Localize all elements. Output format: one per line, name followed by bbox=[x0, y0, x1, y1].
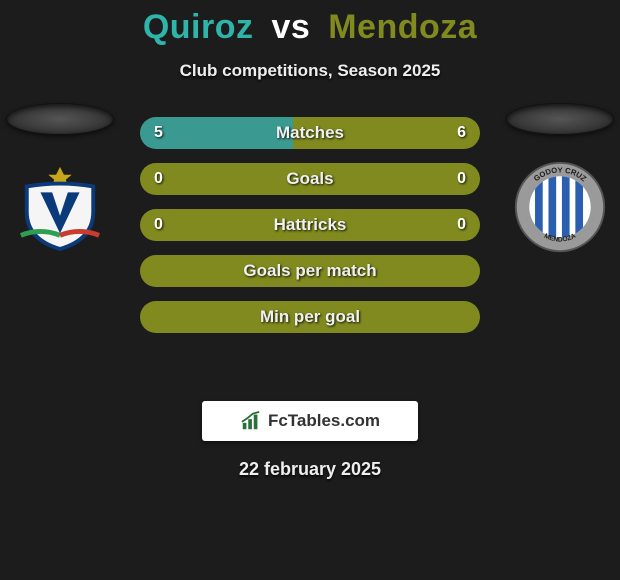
player1-name: Quiroz bbox=[143, 8, 254, 46]
player2-oval bbox=[506, 103, 614, 135]
vs-separator: vs bbox=[271, 8, 310, 46]
player1-oval bbox=[6, 103, 114, 135]
stat-bar: Hattricks0 0 bbox=[140, 209, 480, 241]
bar-value-left: 0 bbox=[154, 170, 163, 188]
right-side: GODOY CRUZ MENDOZA bbox=[500, 103, 620, 251]
bar-value-left: 0 bbox=[154, 216, 163, 234]
root: Quiroz vs Mendoza Club competitions, Sea… bbox=[0, 0, 620, 480]
bar-value-right: 0 bbox=[457, 170, 466, 188]
stat-bar: Goals0 0 bbox=[140, 163, 480, 195]
bar-label: Matches bbox=[140, 123, 480, 143]
godoy-cruz-crest-icon: GODOY CRUZ MENDOZA bbox=[512, 159, 608, 255]
footer-date: 22 february 2025 bbox=[0, 459, 620, 480]
attribution: FcTables.com bbox=[202, 401, 418, 441]
bar-value-right: 6 bbox=[457, 124, 466, 142]
player2-name: Mendoza bbox=[328, 8, 477, 46]
bar-label: Min per goal bbox=[140, 307, 480, 327]
title: Quiroz vs Mendoza bbox=[0, 8, 620, 47]
stat-bar: Matches5 6 bbox=[140, 117, 480, 149]
velez-crest-icon bbox=[11, 163, 109, 251]
stat-bars: Matches56Goals00Hattricks00Goals per mat… bbox=[140, 117, 480, 333]
player1-crest bbox=[11, 163, 109, 251]
subtitle: Club competitions, Season 2025 bbox=[0, 61, 620, 81]
player2-crest: GODOY CRUZ MENDOZA bbox=[511, 163, 609, 251]
bar-label: Goals per match bbox=[140, 261, 480, 281]
chart-icon bbox=[240, 410, 262, 432]
attribution-text: FcTables.com bbox=[268, 411, 380, 431]
left-side bbox=[0, 103, 120, 251]
stat-bar: Min per goal bbox=[140, 301, 480, 333]
content: GODOY CRUZ MENDOZA Matches56Goals00Hattr… bbox=[0, 117, 620, 377]
bar-label: Goals bbox=[140, 169, 480, 189]
stat-bar: Goals per match bbox=[140, 255, 480, 287]
bar-label: Hattricks bbox=[140, 215, 480, 235]
bar-value-left: 5 bbox=[154, 124, 163, 142]
bar-value-right: 0 bbox=[457, 216, 466, 234]
